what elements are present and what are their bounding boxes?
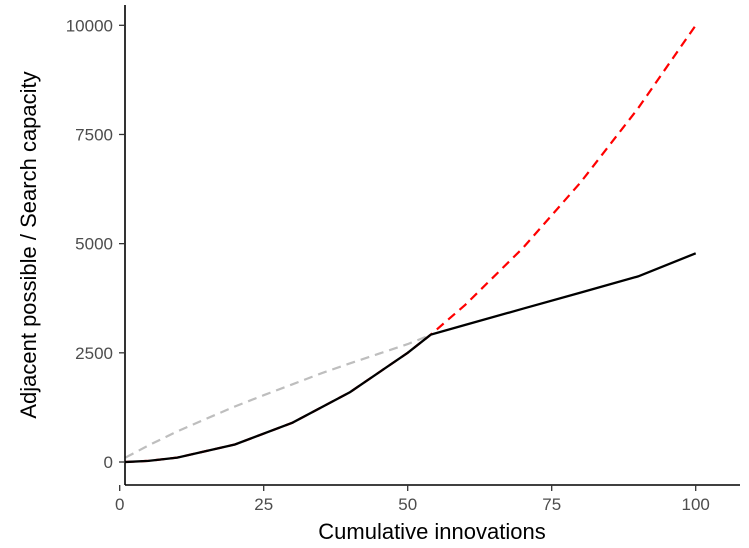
series-line-1 — [125, 24, 697, 464]
y-axis-title: Adjacent possible / Search capacity — [16, 71, 41, 418]
x-tick-label: 100 — [682, 495, 710, 514]
y-tick-label: 2500 — [75, 344, 113, 363]
y-tick-label: 5000 — [75, 235, 113, 254]
x-tick-label: 25 — [254, 495, 273, 514]
series-line-0 — [124, 333, 432, 459]
series-layer — [124, 24, 697, 464]
y-ticks: 0 2500 5000 7500 10000 — [66, 16, 125, 472]
y-tick-label: 10000 — [66, 16, 113, 35]
y-tick-label: 0 — [104, 453, 113, 472]
x-tick-label: 75 — [542, 495, 561, 514]
x-axis-title: Cumulative innovations — [318, 519, 545, 544]
series-line-2 — [125, 252, 697, 464]
x-ticks: 0 25 50 75 100 — [115, 485, 710, 514]
y-tick-label: 7500 — [75, 125, 113, 144]
x-tick-label: 50 — [398, 495, 417, 514]
x-tick-label: 0 — [115, 495, 124, 514]
